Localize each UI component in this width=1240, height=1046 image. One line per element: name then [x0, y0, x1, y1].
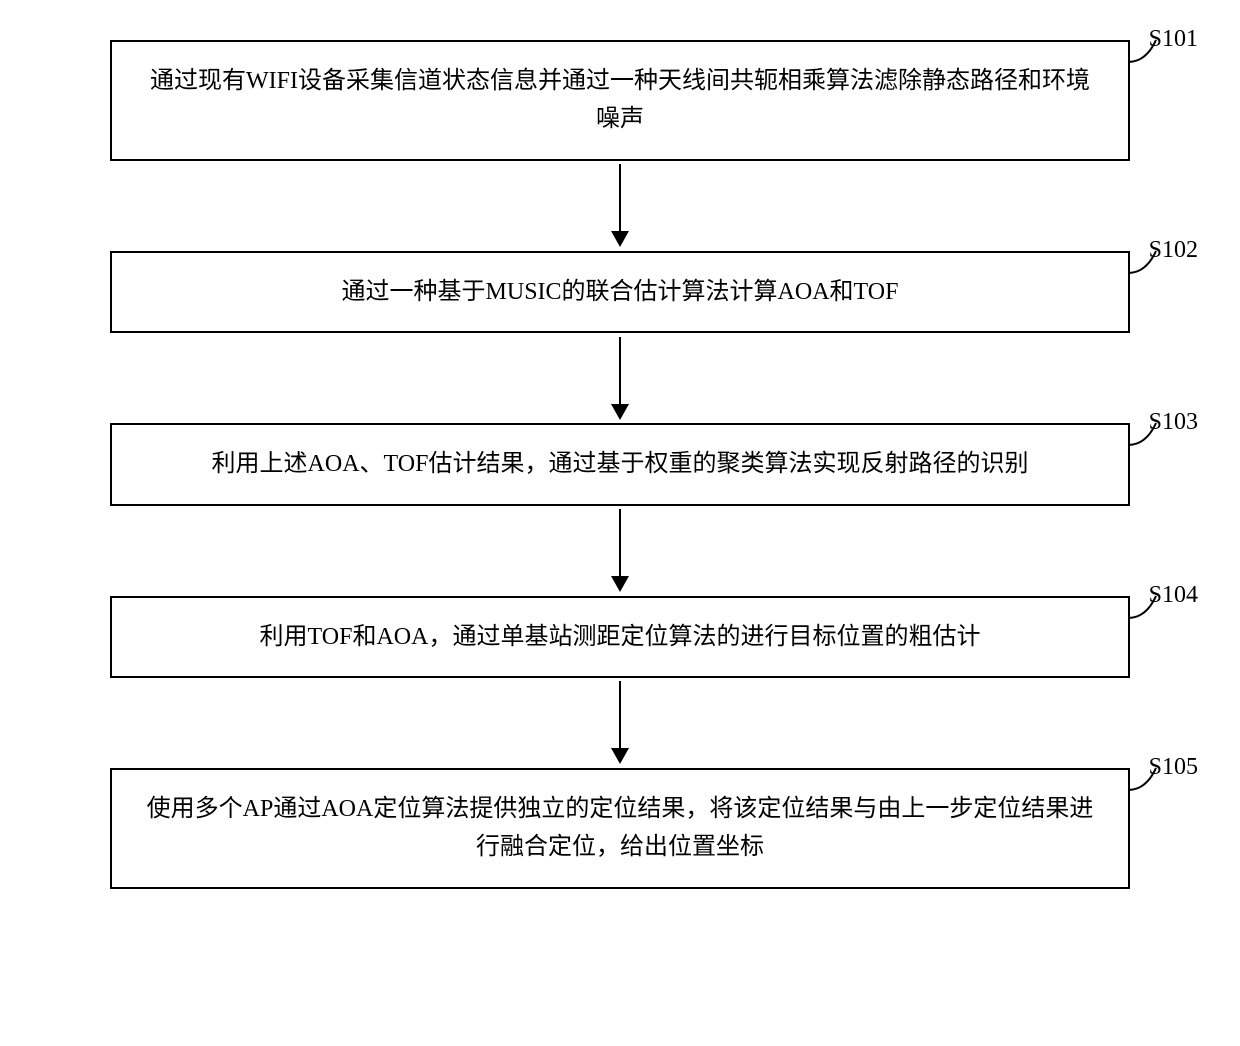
arrow-head-icon — [611, 748, 629, 764]
arrow-line-icon — [619, 681, 621, 749]
step-wrapper-s104: S104 利用TOF和AOA，通过单基站测距定位算法的进行目标位置的粗估计 — [60, 596, 1180, 678]
step-text-s104: 利用TOF和AOA，通过单基站测距定位算法的进行目标位置的粗估计 — [260, 618, 981, 656]
step-box-s105: S105 使用多个AP通过AOA定位算法提供独立的定位结果，将该定位结果与由上一… — [110, 768, 1130, 889]
step-wrapper-s103: S103 利用上述AOA、TOF估计结果，通过基于权重的聚类算法实现反射路径的识… — [60, 423, 1180, 505]
arrow-line-icon — [619, 509, 621, 577]
step-box-s104: S104 利用TOF和AOA，通过单基站测距定位算法的进行目标位置的粗估计 — [110, 596, 1130, 678]
arrow-line-icon — [619, 337, 621, 405]
step-text-s102: 通过一种基于MUSIC的联合估计算法计算AOA和TOF — [342, 273, 899, 311]
arrow-4 — [611, 678, 629, 768]
step-label-s105: S105 — [1149, 748, 1198, 786]
arrow-2 — [611, 333, 629, 423]
flowchart-container: S101 通过现有WIFI设备采集信道状态信息并通过一种天线间共轭相乘算法滤除静… — [60, 40, 1180, 889]
arrow-head-icon — [611, 404, 629, 420]
step-label-s101: S101 — [1149, 20, 1198, 58]
step-wrapper-s101: S101 通过现有WIFI设备采集信道状态信息并通过一种天线间共轭相乘算法滤除静… — [60, 40, 1180, 161]
step-text-s103: 利用上述AOA、TOF估计结果，通过基于权重的聚类算法实现反射路径的识别 — [212, 445, 1029, 483]
step-box-s102: S102 通过一种基于MUSIC的联合估计算法计算AOA和TOF — [110, 251, 1130, 333]
arrow-line-icon — [619, 164, 621, 232]
step-box-s103: S103 利用上述AOA、TOF估计结果，通过基于权重的聚类算法实现反射路径的识… — [110, 423, 1130, 505]
arrow-head-icon — [611, 231, 629, 247]
arrow-1 — [611, 161, 629, 251]
step-label-s104: S104 — [1149, 576, 1198, 614]
arrow-head-icon — [611, 576, 629, 592]
step-label-s102: S102 — [1149, 231, 1198, 269]
step-box-s101: S101 通过现有WIFI设备采集信道状态信息并通过一种天线间共轭相乘算法滤除静… — [110, 40, 1130, 161]
step-wrapper-s105: S105 使用多个AP通过AOA定位算法提供独立的定位结果，将该定位结果与由上一… — [60, 768, 1180, 889]
step-text-s101: 通过现有WIFI设备采集信道状态信息并通过一种天线间共轭相乘算法滤除静态路径和环… — [142, 62, 1098, 139]
step-wrapper-s102: S102 通过一种基于MUSIC的联合估计算法计算AOA和TOF — [60, 251, 1180, 333]
step-text-s105: 使用多个AP通过AOA定位算法提供独立的定位结果，将该定位结果与由上一步定位结果… — [142, 790, 1098, 867]
step-label-s103: S103 — [1149, 403, 1198, 441]
arrow-3 — [611, 506, 629, 596]
